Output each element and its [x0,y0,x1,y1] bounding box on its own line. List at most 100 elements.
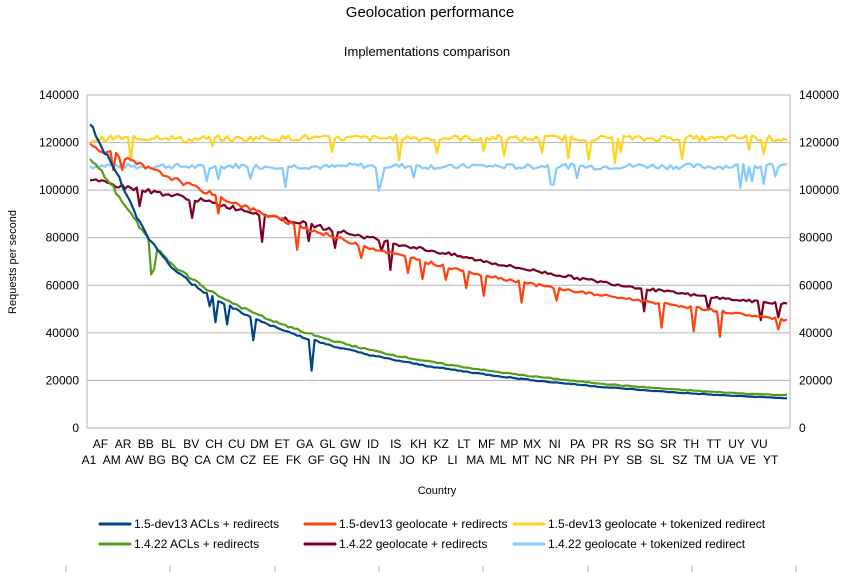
x-tick-label: GQ [330,453,349,467]
x-tick-label: NR [557,453,575,467]
x-tick-label: CU [228,437,245,451]
x-tick-label: BG [148,453,165,467]
x-tick-label: HN [353,453,370,467]
x-tick-label: BV [183,437,199,451]
legend-label: 1.5-dev13 geolocate + tokenized redirect [548,517,766,531]
y-tick-label: 40000 [46,326,80,340]
x-tick-label: NI [549,437,561,451]
x-tick-label: VE [740,453,756,467]
series-line-5 [89,178,788,322]
legend-label: 1.4.22 geolocate + tokenized redirect [548,537,746,551]
x-tick-label: CZ [240,453,256,467]
x-tick-label: BQ [171,453,188,467]
y2-tick-label: 120000 [799,136,839,150]
y2-tick-label: 40000 [799,326,833,340]
y2-tick-label: 140000 [799,88,839,102]
x-tick-label: KZ [434,437,449,451]
x-tick-label: ET [274,437,290,451]
legend-label: 1.4.22 geolocate + redirects [339,537,487,551]
x-tick-label: CM [216,453,235,467]
legend-label: 1.5-dev13 geolocate + redirects [339,517,507,531]
x-tick-label: SL [650,453,665,467]
legend-label: 1.4.22 ACLs + redirects [134,537,259,551]
y2-tick-label: 100000 [799,183,839,197]
y2-tick-label: 80000 [799,231,833,245]
x-tick-label: JO [399,453,414,467]
x-tick-label: GF [308,453,325,467]
x-tick-label: KH [410,437,427,451]
x-tick-label: LT [457,437,471,451]
x-tick-label: GW [340,437,361,451]
y-axis-left: 0 20000 40000 60000 80000 100000 120000 140000 [39,88,79,435]
x-tick-label: KP [422,453,438,467]
x-tick-label: GL [320,437,336,451]
y-tick-label: 0 [72,421,79,435]
x-tick-label: IN [378,453,390,467]
x-tick-label: NC [535,453,553,467]
legend-label: 1.5-dev13 ACLs + redirects [134,517,279,531]
y-axis-right: 0 20000 40000 60000 80000 100000 120000 140000 [799,88,839,435]
series-line-4 [89,158,788,397]
x-tick-label: SZ [672,453,687,467]
x-tick-label: AR [115,437,132,451]
y-tick-label: 20000 [46,373,80,387]
x-tick-label: TM [694,453,711,467]
x-tick-label: SG [637,437,654,451]
x-tick-label: MT [512,453,530,467]
series-lines [89,123,788,400]
x-tick-label: VU [751,437,768,451]
x-tick-label: UA [717,453,734,467]
x-tick-label: ID [367,437,379,451]
x-axis: A1 AM AW BG BQ CA CM CZ EE FK GF GQ HN IN JO KP LI MA ML MT… [82,437,779,467]
x-tick-label: LI [448,453,458,467]
x-tick-label: MA [466,453,484,467]
x-tick-label: DM [250,437,269,451]
x-tick-label: EE [263,453,279,467]
y2-tick-label: 20000 [799,373,833,387]
series-line-1 [89,123,788,400]
x-tick-label: YT [763,453,779,467]
x-tick-label: MP [500,437,518,451]
gridlines [86,94,791,429]
x-tick-label: PA [570,437,585,451]
x-tick-label: TH [683,437,699,451]
x-tick-label: SR [660,437,677,451]
x-tick-label: BL [161,437,176,451]
y-tick-label: 140000 [39,88,79,102]
x-tick-label: PY [604,453,620,467]
y2-tick-label: 0 [799,421,806,435]
chart-title: Geolocation performance [346,4,514,21]
x-tick-label: PH [581,453,598,467]
x-tick-label: RS [615,437,632,451]
x-tick-label: A1 [82,453,97,467]
chart-subtitle: Implementations comparison [344,44,510,59]
y2-tick-label: 60000 [799,278,833,292]
x-axis-label: Country [418,485,457,497]
series-line-2 [89,142,788,338]
x-tick-label: MF [478,437,495,451]
series-line-6 [89,162,788,192]
x-tick-label: UY [728,437,745,451]
x-tick-label: FK [286,453,301,467]
x-tick-label: MX [523,437,541,451]
series-line-3 [89,133,788,165]
x-tick-label: AM [103,453,121,467]
x-tick-label: AF [93,437,108,451]
y-tick-label: 100000 [39,183,79,197]
x-tick-label: GA [296,437,313,451]
x-tick-label: AW [125,453,145,467]
legend: 1.5-dev13 ACLs + redirects 1.5-dev13 geol… [98,517,766,551]
y-tick-label: 60000 [46,278,80,292]
x-tick-label: TT [707,437,722,451]
footer-tick-marks [65,566,797,572]
x-tick-label: CA [194,453,211,467]
x-tick-label: CH [205,437,222,451]
x-tick-label: ML [490,453,507,467]
y-tick-label: 80000 [46,231,80,245]
x-tick-label: PR [592,437,609,451]
x-tick-label: SB [626,453,642,467]
y-tick-label: 120000 [39,136,79,150]
x-tick-label: BB [138,437,154,451]
x-tick-label: IS [390,437,401,451]
